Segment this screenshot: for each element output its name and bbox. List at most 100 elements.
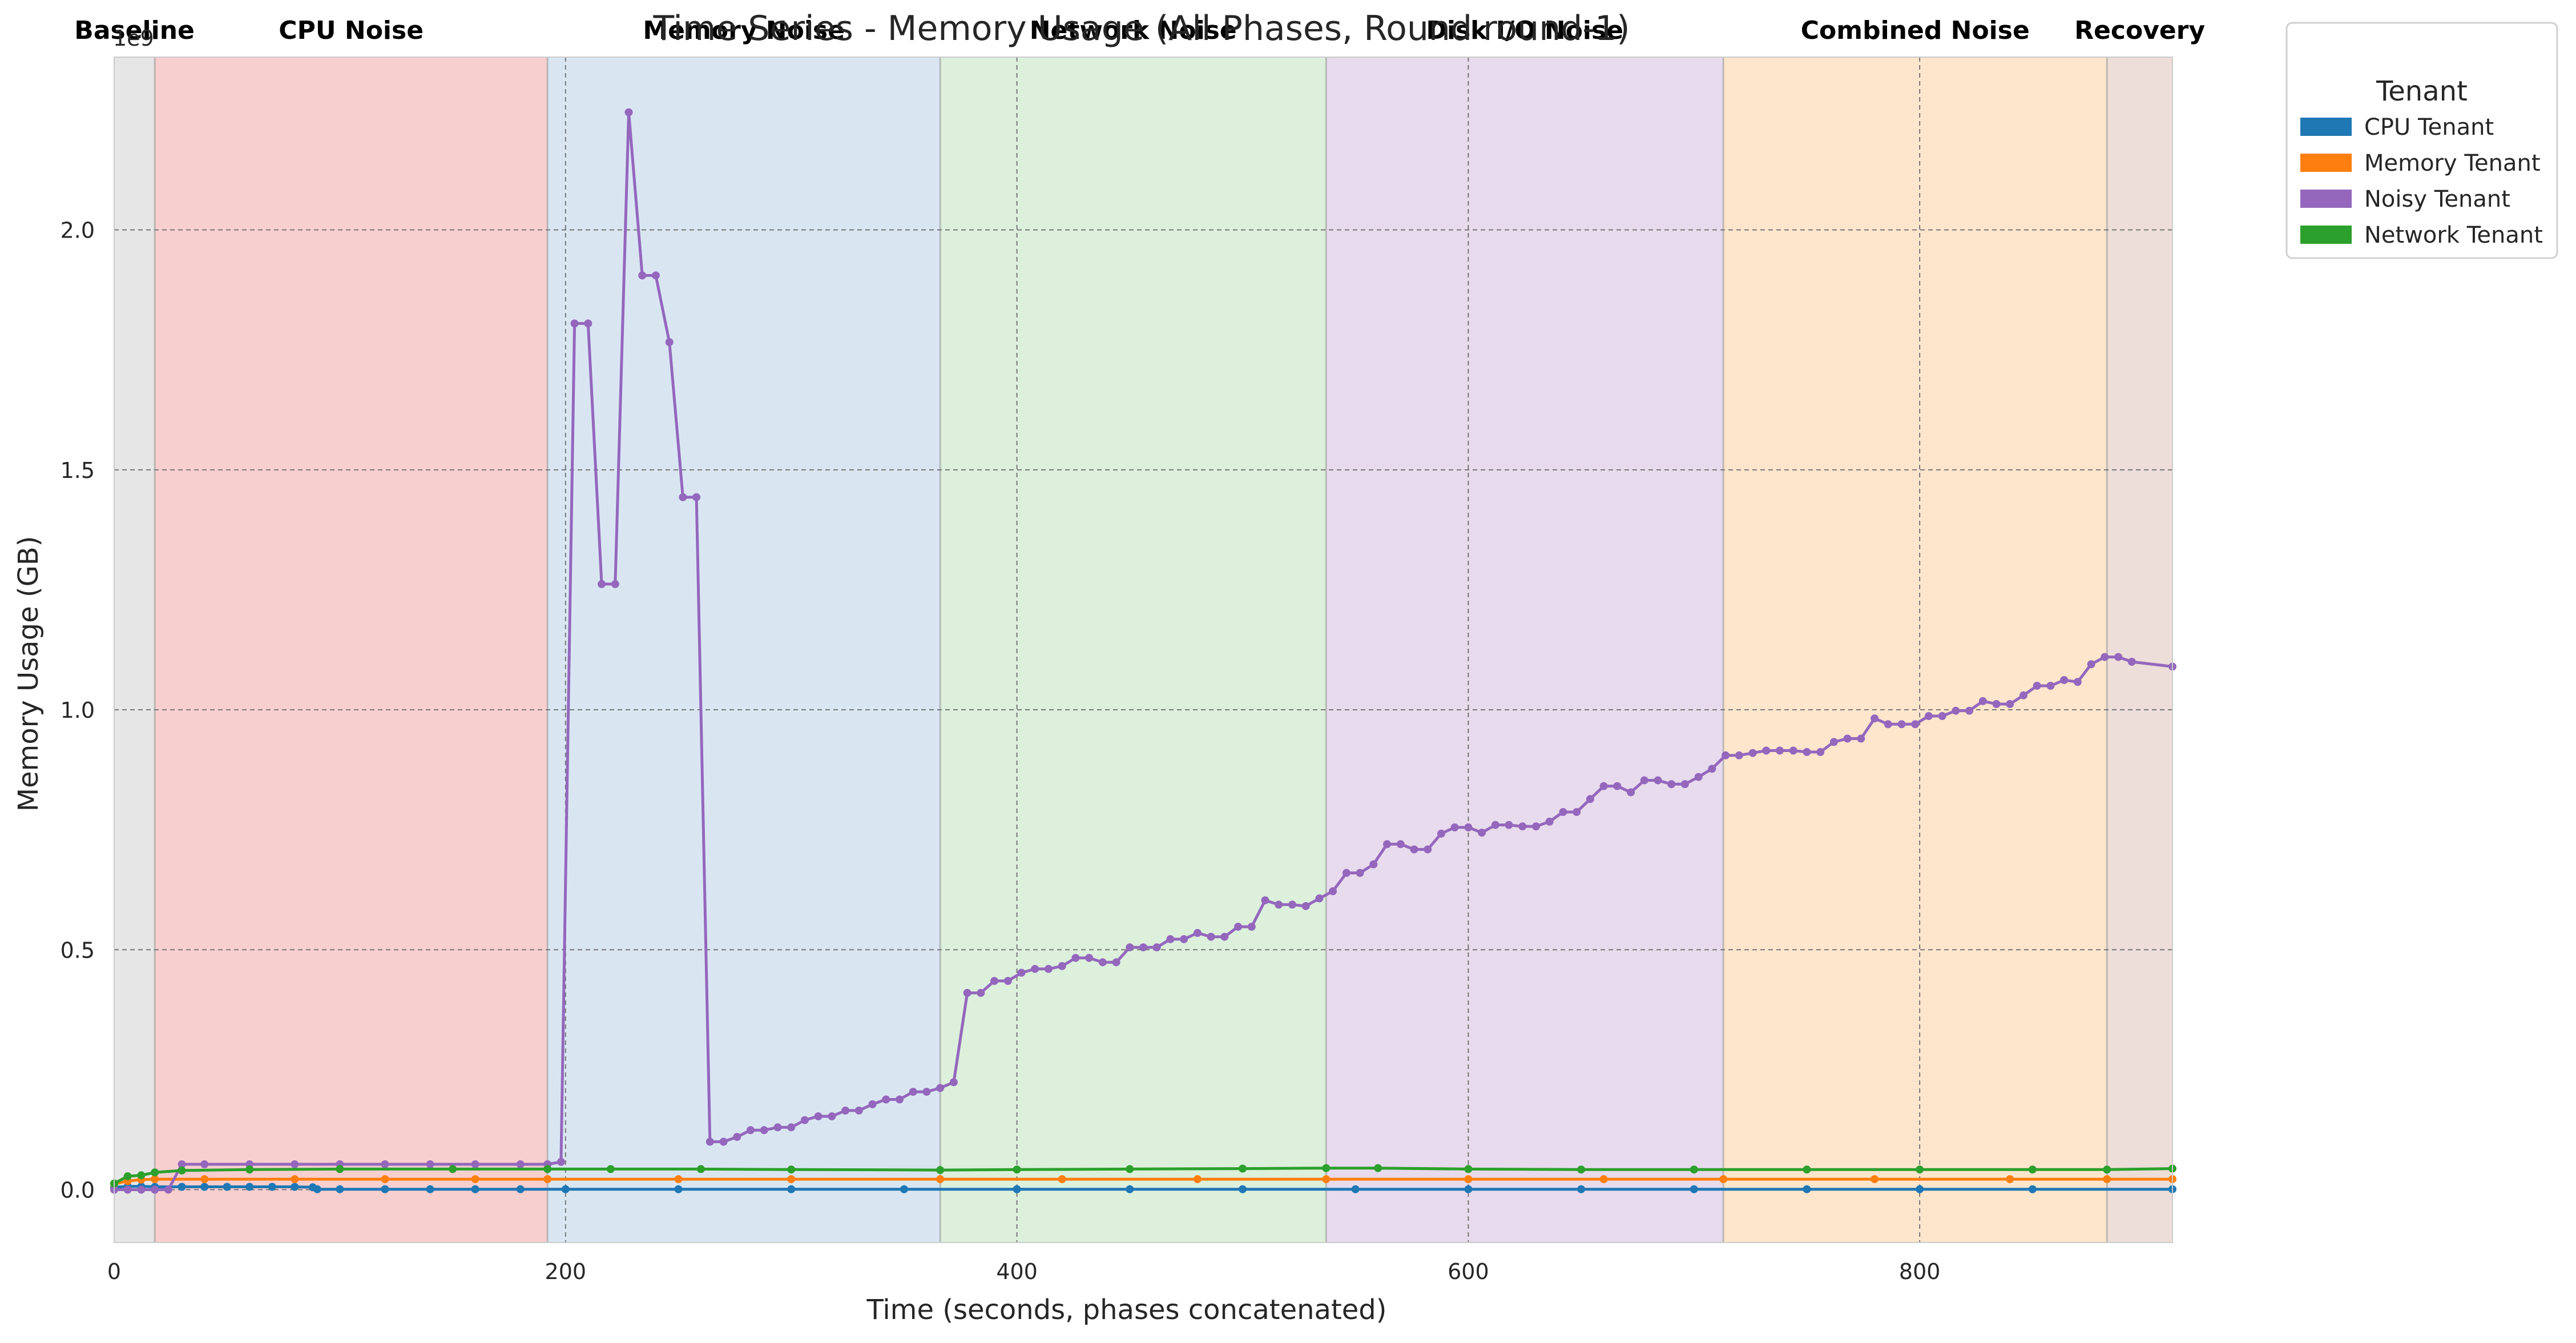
data-point — [2087, 660, 2095, 669]
data-point — [1640, 776, 1648, 785]
data-point — [1450, 823, 1459, 831]
data-point — [1573, 808, 1581, 817]
phase-label: Baseline — [74, 16, 195, 45]
data-point — [963, 988, 971, 997]
data-point — [1857, 734, 1865, 743]
data-point — [1342, 868, 1351, 877]
data-point — [1315, 894, 1324, 903]
x-tick-label: 0 — [107, 1259, 121, 1284]
phase-label: CPU Noise — [279, 16, 424, 45]
data-point — [1098, 958, 1107, 967]
data-point — [561, 1185, 570, 1193]
data-point — [123, 1172, 132, 1180]
data-point — [733, 1133, 741, 1141]
series-line-3 — [113, 1167, 2173, 1185]
data-point — [1464, 823, 1473, 831]
data-point — [2028, 1165, 2037, 1174]
data-point — [336, 1165, 344, 1173]
data-point — [570, 319, 579, 328]
data-point — [123, 1185, 132, 1194]
data-point — [426, 1160, 434, 1168]
data-point — [936, 1175, 945, 1184]
data-point — [2046, 682, 2055, 690]
data-point — [1464, 1165, 1473, 1173]
data-point — [200, 1160, 209, 1168]
data-point — [1916, 1185, 1924, 1193]
data-point — [674, 1185, 683, 1193]
data-point — [773, 1123, 782, 1132]
data-point — [381, 1160, 389, 1168]
data-point — [936, 1084, 945, 1092]
data-point — [1829, 738, 1838, 746]
data-point — [291, 1183, 299, 1191]
data-point — [1220, 932, 1229, 941]
data-point — [1239, 1164, 1247, 1173]
data-point — [178, 1166, 186, 1175]
data-point — [598, 580, 606, 588]
data-point — [1322, 1164, 1331, 1172]
legend-label: CPU Tenant — [2364, 114, 2494, 140]
data-point — [1017, 968, 1026, 977]
data-point — [151, 1175, 159, 1184]
data-point — [1322, 1175, 1331, 1184]
chart-title: Time Series - Memory Usage (All Phases, … — [652, 9, 1630, 49]
data-point — [1870, 714, 1879, 723]
data-point — [1013, 1165, 1021, 1174]
data-point — [1577, 1165, 1586, 1174]
data-point — [1776, 746, 1784, 755]
data-point — [1916, 1165, 1924, 1174]
phase-labels: Baseline CPU Noise Memory Noise Network Noi… — [74, 16, 2205, 45]
data-point — [2101, 653, 2109, 661]
legend-swatch — [2300, 226, 2352, 244]
data-point — [787, 1175, 796, 1184]
data-point — [164, 1185, 172, 1194]
data-point — [936, 1166, 945, 1175]
data-point — [2114, 653, 2123, 661]
data-point — [2006, 1175, 2014, 1184]
data-point — [1139, 943, 1147, 952]
phase-band-5 — [1723, 57, 2107, 1243]
y-tick-label: 0.5 — [61, 938, 95, 963]
data-point — [1735, 751, 1743, 759]
data-point — [1952, 706, 1960, 715]
data-point — [1288, 900, 1296, 909]
phase-label: Disk I/O Noise — [1426, 16, 1623, 45]
data-point — [471, 1185, 479, 1193]
data-point — [674, 1175, 683, 1184]
data-point — [1816, 748, 1825, 756]
data-point — [1383, 840, 1391, 849]
data-point — [1234, 923, 1243, 931]
data-point — [1884, 720, 1892, 729]
data-point — [1654, 776, 1662, 785]
data-point — [2073, 678, 2082, 686]
legend-label: Noisy Tenant — [2364, 186, 2510, 212]
x-tick-label: 400 — [996, 1259, 1038, 1284]
data-point — [543, 1165, 552, 1173]
data-point — [1239, 1185, 1247, 1193]
x-axis-ticks: 0 200 400 600 800 — [107, 1259, 1941, 1284]
data-point — [1058, 1175, 1066, 1184]
data-point — [990, 976, 998, 985]
legend-label: Memory Tenant — [2364, 150, 2541, 176]
data-point — [1085, 954, 1094, 962]
data-point — [381, 1175, 389, 1184]
data-point — [1356, 868, 1364, 877]
data-point — [624, 108, 633, 116]
data-point — [151, 1185, 159, 1194]
data-point — [1532, 822, 1540, 831]
data-point — [1586, 795, 1594, 803]
x-tick-label: 800 — [1899, 1259, 1941, 1284]
data-point — [1247, 923, 1256, 931]
data-point — [1613, 782, 1622, 790]
data-point — [1925, 712, 1933, 720]
data-point — [1369, 860, 1378, 868]
data-point — [1464, 1175, 1473, 1184]
data-point — [1058, 962, 1066, 970]
data-point — [1013, 1185, 1021, 1193]
data-point — [1478, 829, 1486, 837]
data-point — [760, 1126, 768, 1135]
data-point — [426, 1185, 434, 1193]
data-point — [1424, 845, 1432, 854]
data-point — [2033, 682, 2041, 690]
data-point — [697, 1165, 705, 1173]
